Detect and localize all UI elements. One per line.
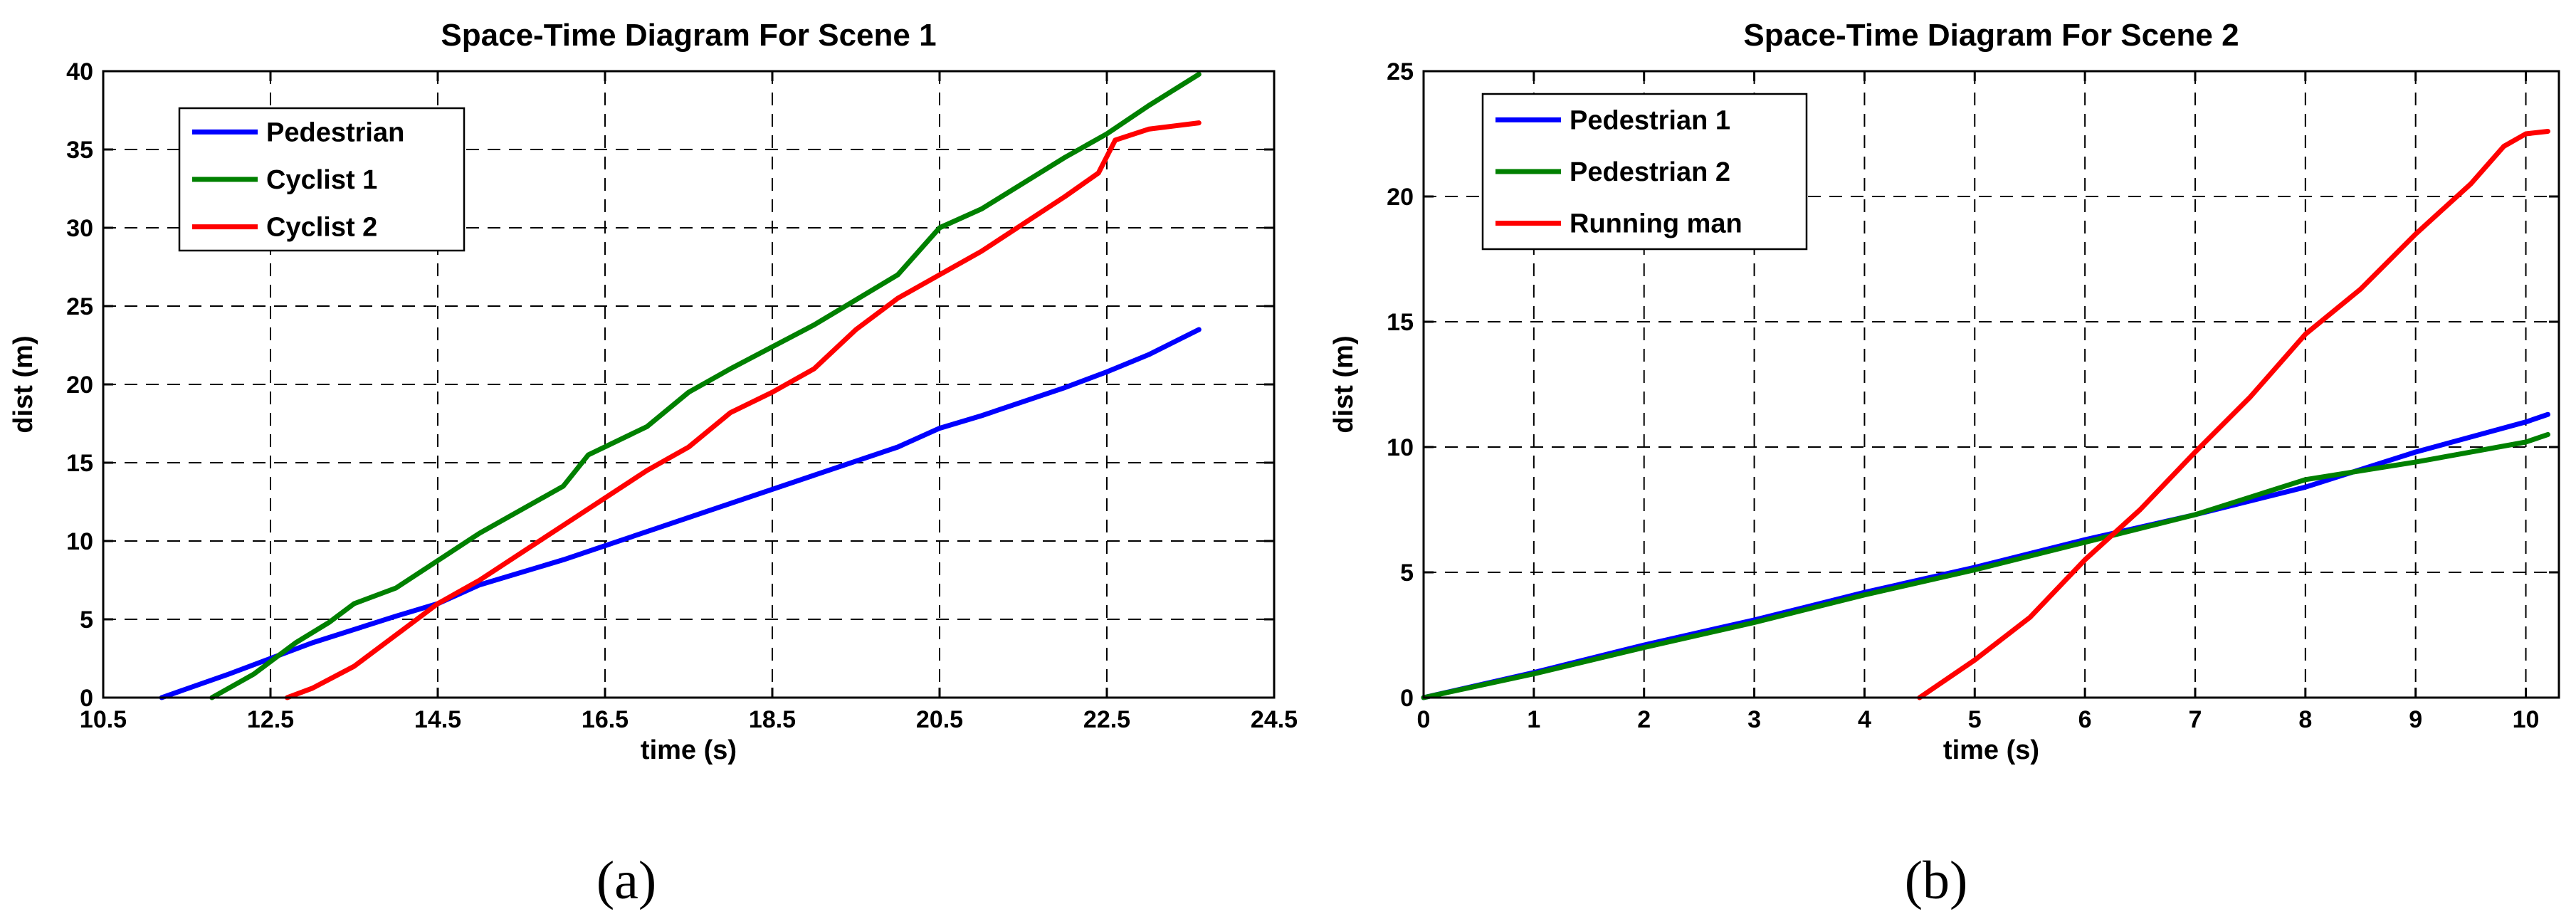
y-tick-label: 15 [1387, 309, 1414, 336]
series-line-cyclist-2 [285, 120, 1202, 700]
y-tick-label: 25 [1387, 58, 1414, 85]
x-tick-label: 0 [1417, 706, 1431, 733]
y-tick-label: 20 [66, 372, 93, 399]
legend-label-pedestrian: Pedestrian [266, 117, 404, 147]
y-axis-label: dist (m) [9, 335, 38, 433]
y-tick-label: 35 [66, 137, 93, 164]
x-tick-label: 22.5 [1083, 706, 1130, 733]
y-tick-label: 0 [1400, 685, 1414, 712]
axes-frame [1422, 70, 2560, 699]
chart-title: Space-Time Diagram For Scene 2 [1743, 18, 2239, 53]
y-tick-label: 15 [66, 450, 93, 477]
x-tick-label: 1 [1527, 706, 1540, 733]
x-tick-label: 7 [2189, 706, 2202, 733]
y-tick-label: 25 [66, 293, 93, 320]
x-tick-label: 3 [1747, 706, 1761, 733]
series-line-pedestrian-2 [1421, 431, 2550, 700]
x-axis-label: time (s) [1943, 735, 2039, 765]
x-tick-label: 5 [1968, 706, 1982, 733]
chart-scene-2: 0 1 2 3 4 5 6 7 8 9 10 0 5 10 15 20 25 Space-Time Diagram… [1329, 18, 2560, 910]
series-line-running-man [1917, 129, 2550, 700]
y-tick-label: 10 [1387, 434, 1414, 461]
y-tick-label: 40 [66, 58, 93, 85]
legend-label-cyclist-2: Cyclist 2 [266, 213, 377, 243]
x-tick-label: 14.5 [414, 706, 461, 733]
legend-label-pedestrian-2: Pedestrian 2 [1570, 157, 1730, 187]
x-tick-label: 18.5 [749, 706, 796, 733]
y-axis-label: dist (m) [1329, 335, 1359, 433]
x-tick-label: 8 [2298, 706, 2312, 733]
x-tick-label: 12.5 [247, 706, 294, 733]
legend-label-pedestrian-1: Pedestrian 1 [1570, 105, 1730, 135]
legend: Pedestrian 1 Pedestrian 2 Running man [1481, 93, 1808, 251]
y-tick-label: 30 [66, 215, 93, 242]
panel-label: (b) [1905, 851, 1968, 910]
series-line-cyclist-1 [209, 71, 1202, 700]
y-tick-label: 5 [1400, 560, 1414, 587]
legend-label-running-man: Running man [1570, 209, 1742, 239]
chart-title: Space-Time Diagram For Scene 1 [441, 18, 936, 53]
y-tick-label: 0 [80, 685, 93, 712]
y-tick-label: 10 [66, 528, 93, 555]
x-tick-label: 6 [2078, 706, 2092, 733]
x-tick-label: 20.5 [916, 706, 963, 733]
y-tick-label: 20 [1387, 184, 1414, 211]
x-tick-label: 10 [2513, 706, 2540, 733]
series-line-pedestrian [159, 327, 1202, 700]
panel-label: (a) [596, 851, 656, 910]
chart-scene-1: 10.5 12.5 14.5 16.5 18.5 20.5 22.5 24.5 0 5 10 15 20… [9, 18, 1298, 910]
y-tick-label: 5 [80, 606, 93, 634]
x-tick-label: 16.5 [582, 706, 629, 733]
legend: Pedestrian Cyclist 1 Cyclist 2 [178, 107, 466, 252]
x-tick-label: 10.5 [80, 706, 127, 733]
x-tick-label: 2 [1637, 706, 1651, 733]
x-axis-label: time (s) [641, 735, 737, 765]
x-tick-label: 24.5 [1251, 706, 1298, 733]
x-tick-label: 9 [2409, 706, 2422, 733]
x-tick-label: 4 [1858, 706, 1871, 733]
legend-label-cyclist-1: Cyclist 1 [266, 165, 377, 195]
